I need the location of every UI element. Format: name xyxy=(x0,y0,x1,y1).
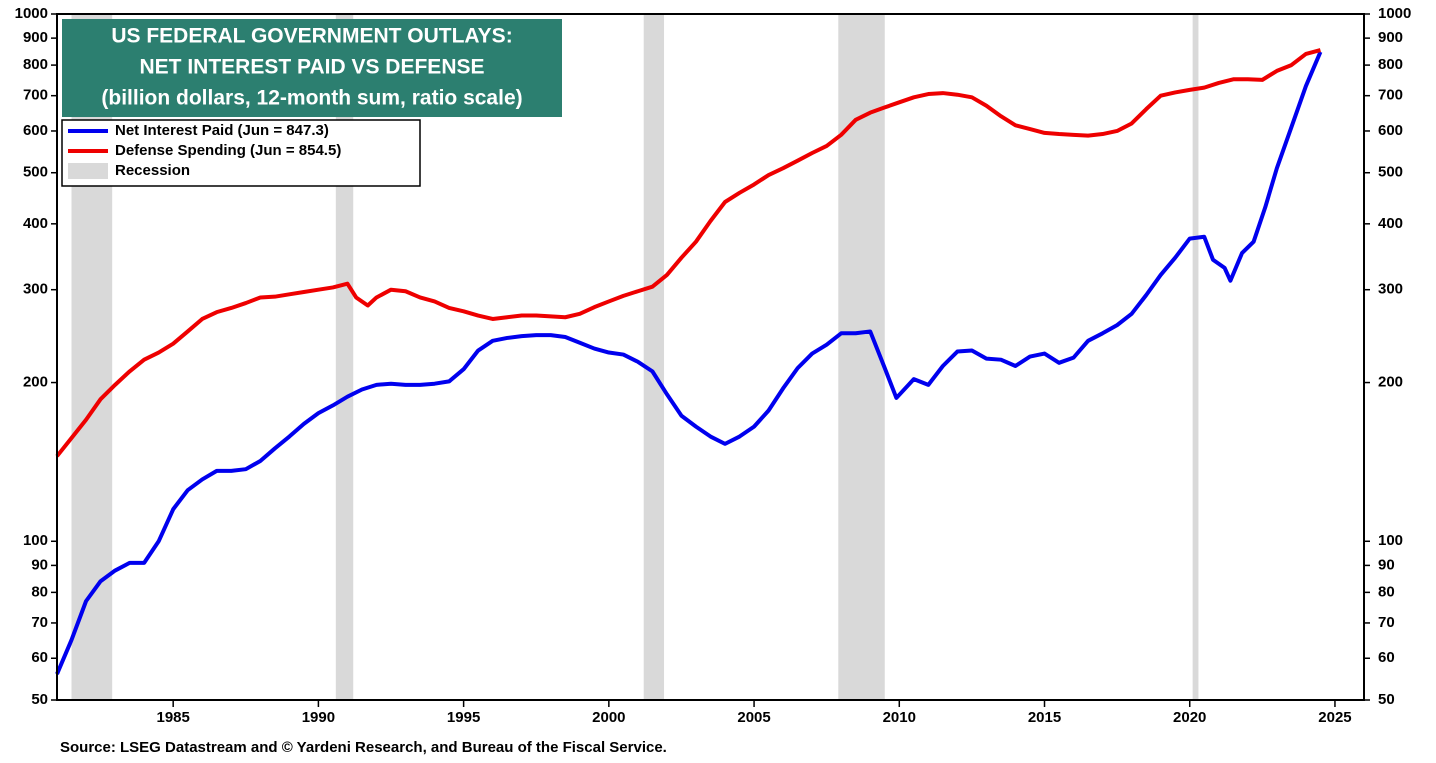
legend-label: Recession xyxy=(115,162,190,179)
y2-tick-label: 50 xyxy=(1378,691,1395,708)
y2-tick-label: 90 xyxy=(1378,556,1395,573)
x-tick-label: 2025 xyxy=(1318,709,1351,726)
x-tick-label: 1995 xyxy=(447,709,480,726)
y2-tick-label: 200 xyxy=(1378,374,1403,391)
y-tick-label: 700 xyxy=(23,87,48,104)
y-tick-label: 70 xyxy=(31,614,48,631)
plot-frame xyxy=(56,13,1365,701)
y2-tick-label: 70 xyxy=(1378,614,1395,631)
series-line xyxy=(55,51,1323,675)
legend-box xyxy=(61,119,421,187)
y2-tick-label: 100 xyxy=(1378,532,1403,549)
y2-tick-label: 500 xyxy=(1378,164,1403,181)
y-tick-label: 50 xyxy=(31,691,48,708)
y2-tick-label: 1000 xyxy=(1378,5,1411,22)
y-tick-label: 100 xyxy=(23,532,48,549)
y-tick-label: 600 xyxy=(23,122,48,139)
y2-tick-label: 60 xyxy=(1378,649,1395,666)
x-tick-label: 2000 xyxy=(592,709,625,726)
legend: Net Interest Paid (Jun = 847.3) Defense S… xyxy=(61,119,421,187)
y-tick-label: 80 xyxy=(31,583,48,600)
recession-band xyxy=(643,14,665,700)
x-tick-label: 1985 xyxy=(156,709,189,726)
x-tick-label: 2020 xyxy=(1173,709,1206,726)
recession-band xyxy=(1192,14,1199,700)
x-tick-label: 2010 xyxy=(883,709,916,726)
y2-tick-label: 700 xyxy=(1378,87,1403,104)
chart-title: NET INTEREST PAID VS DEFENSE xyxy=(140,56,485,79)
y2-tick-label: 800 xyxy=(1378,56,1403,73)
y-tick-label: 60 xyxy=(31,649,48,666)
y-tick-label: 90 xyxy=(31,556,48,573)
y2-tick-label: 80 xyxy=(1378,583,1395,600)
x-tick-label: 2015 xyxy=(1028,709,1061,726)
source-note: Source: LSEG Datastream and © Yardeni Re… xyxy=(60,739,667,756)
y-tick-label: 300 xyxy=(23,281,48,298)
series-line xyxy=(55,48,1321,458)
y-tick-label: 1000 xyxy=(15,5,48,22)
title-box xyxy=(62,19,562,117)
chart-title: US FEDERAL GOVERNMENT OUTLAYS: xyxy=(111,25,512,48)
legend-label: Defense Spending (Jun = 854.5) xyxy=(115,142,341,159)
legend-label: Net Interest Paid (Jun = 847.3) xyxy=(115,122,329,139)
y-tick-label: 500 xyxy=(23,164,48,181)
y2-tick-label: 300 xyxy=(1378,281,1403,298)
y-tick-label: 400 xyxy=(23,215,48,232)
y2-tick-label: 600 xyxy=(1378,122,1403,139)
y-tick-label: 800 xyxy=(23,56,48,73)
y2-tick-label: 400 xyxy=(1378,215,1403,232)
chart-subtitle: (billion dollars, 12-month sum, ratio sc… xyxy=(101,87,522,110)
legend-swatch xyxy=(68,163,108,179)
x-tick-label: 2005 xyxy=(737,709,770,726)
x-tick-label: 1990 xyxy=(302,709,335,726)
y-tick-label: 900 xyxy=(23,29,48,46)
y-tick-label: 200 xyxy=(23,374,48,391)
y2-tick-label: 900 xyxy=(1378,29,1403,46)
